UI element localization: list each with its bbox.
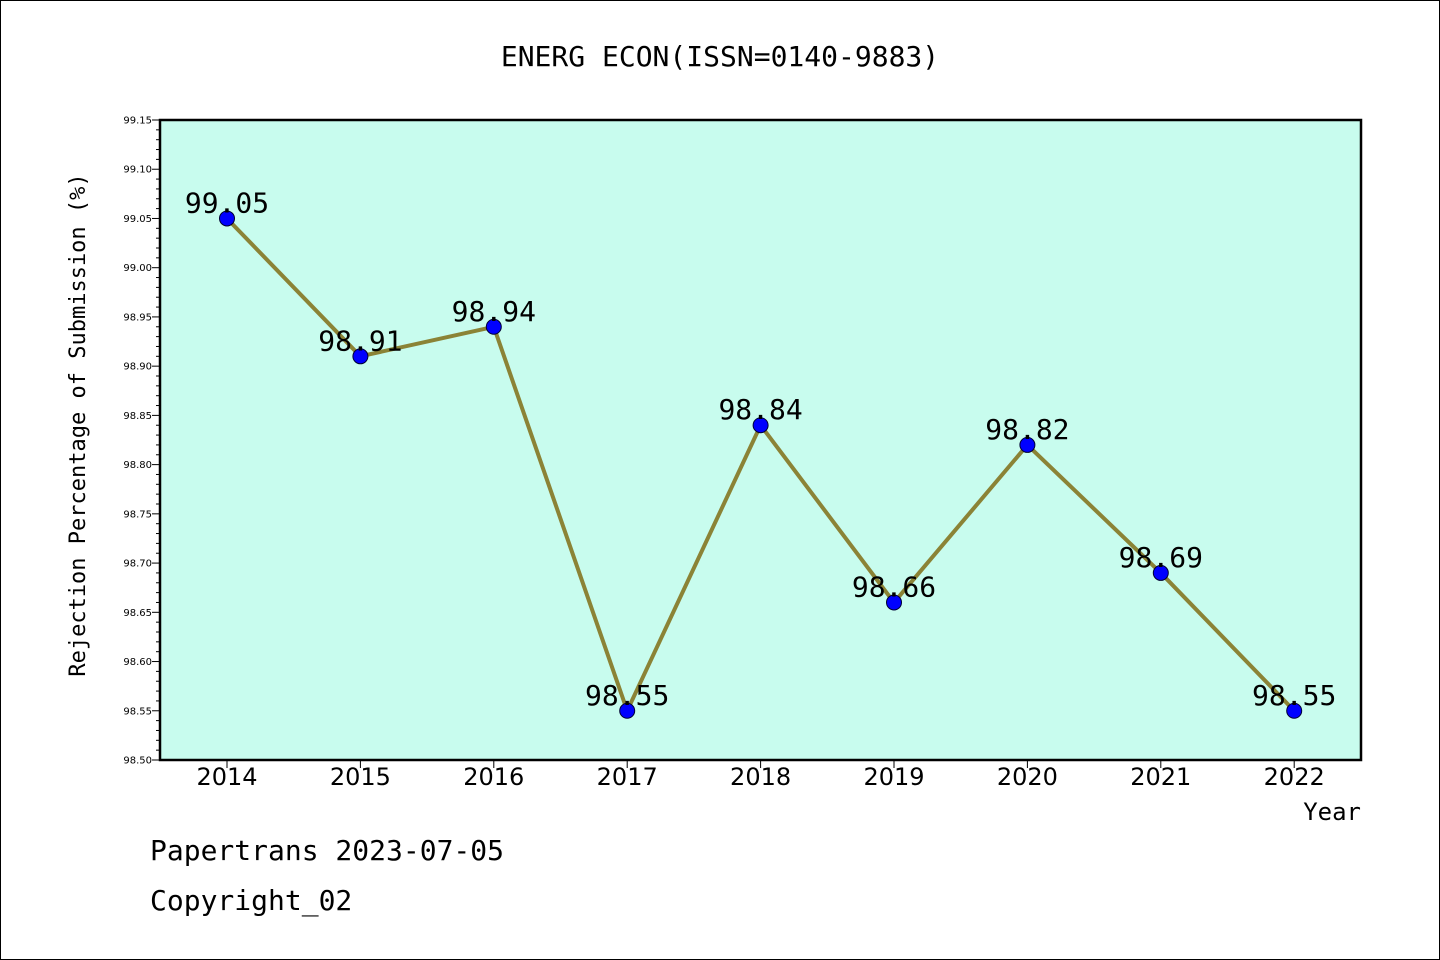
data-label: 98.66 [852, 570, 936, 603]
data-point [1286, 702, 1303, 719]
y-tick-label: 98.60 [123, 657, 152, 668]
y-tick-label: 98.70 [123, 559, 152, 570]
data-point [619, 702, 636, 719]
y-tick-label: 99.00 [123, 263, 152, 274]
y-tick-label: 98.85 [123, 411, 152, 422]
data-label: 99.05 [185, 186, 269, 219]
data-point [1152, 564, 1169, 581]
plot-area [160, 120, 1361, 760]
y-tick-label: 98.90 [123, 362, 152, 373]
footer-copyright: Copyright_02 [150, 884, 353, 917]
data-label: 98.69 [1119, 541, 1203, 574]
y-axis-label: Rejection Percentage of Submission (%) [66, 173, 91, 676]
data-label: 98.55 [585, 679, 669, 712]
chart-title: ENERG ECON(ISSN=0140-9883) [501, 40, 939, 73]
y-tick-label: 98.65 [123, 608, 152, 619]
y-tick-label: 99.15 [123, 116, 152, 127]
data-point [752, 417, 769, 434]
footer-date: Papertrans 2023-07-05 [150, 834, 505, 867]
data-point [1019, 436, 1036, 453]
y-tick-label: 99.10 [123, 165, 152, 176]
x-tick-label: 2015 [330, 763, 391, 791]
data-label: 98.55 [1252, 679, 1336, 712]
data-label: 98.82 [985, 413, 1069, 446]
x-tick-label: 2020 [997, 763, 1058, 791]
x-tick-label: 2022 [1264, 763, 1325, 791]
data-point [886, 594, 902, 611]
y-tick-label: 98.50 [123, 756, 152, 767]
data-point [352, 348, 369, 365]
plot-border [158, 118, 1363, 762]
data-point [485, 318, 502, 335]
x-tick-label: 2021 [1130, 763, 1191, 791]
y-tick-label: 98.55 [123, 706, 152, 717]
y-tick-label: 98.80 [123, 460, 152, 471]
x-tick-label: 2014 [196, 763, 257, 791]
x-axis-label: Year [1303, 798, 1361, 826]
x-tick-label: 2018 [730, 763, 791, 791]
x-tick-label: 2017 [597, 763, 658, 791]
data-point [219, 210, 235, 227]
y-tick-label: 98.75 [123, 509, 152, 520]
data-label: 98.84 [718, 393, 802, 426]
data-label: 98.94 [452, 295, 536, 328]
data-label: 98.91 [318, 324, 402, 357]
y-tick-label: 98.95 [123, 312, 152, 323]
x-tick-label: 2016 [463, 763, 524, 791]
x-tick-label: 2019 [863, 763, 924, 791]
y-tick-label: 99.05 [123, 214, 152, 225]
